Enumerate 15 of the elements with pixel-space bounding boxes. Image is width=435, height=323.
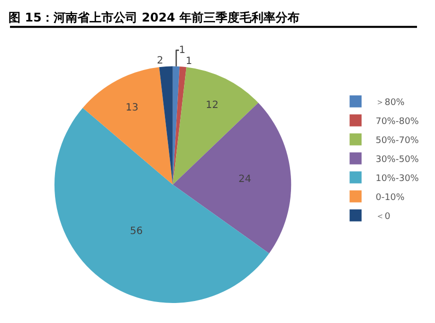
chart-title: 图 15：河南省上市公司 2024 年前三季度毛利率分布 — [8, 10, 300, 24]
legend-label: 0-10% — [376, 192, 406, 203]
data-label: 24 — [238, 174, 252, 185]
legend-label: ＞80% — [376, 98, 406, 108]
data-label: 2 — [156, 56, 164, 67]
data-label: 1 — [186, 56, 192, 67]
legend-label: 10%-30% — [376, 174, 420, 184]
data-label: 56 — [130, 226, 143, 237]
legend-label: 70%-80% — [376, 116, 420, 127]
legend-label: 30%-50% — [376, 154, 420, 165]
data-label: 13 — [126, 102, 138, 114]
data-label: 1 — [178, 44, 186, 56]
data-label: 12 — [206, 100, 218, 111]
legend-label: 50%-70% — [376, 136, 420, 146]
legend-label: ＜0 — [376, 212, 391, 222]
